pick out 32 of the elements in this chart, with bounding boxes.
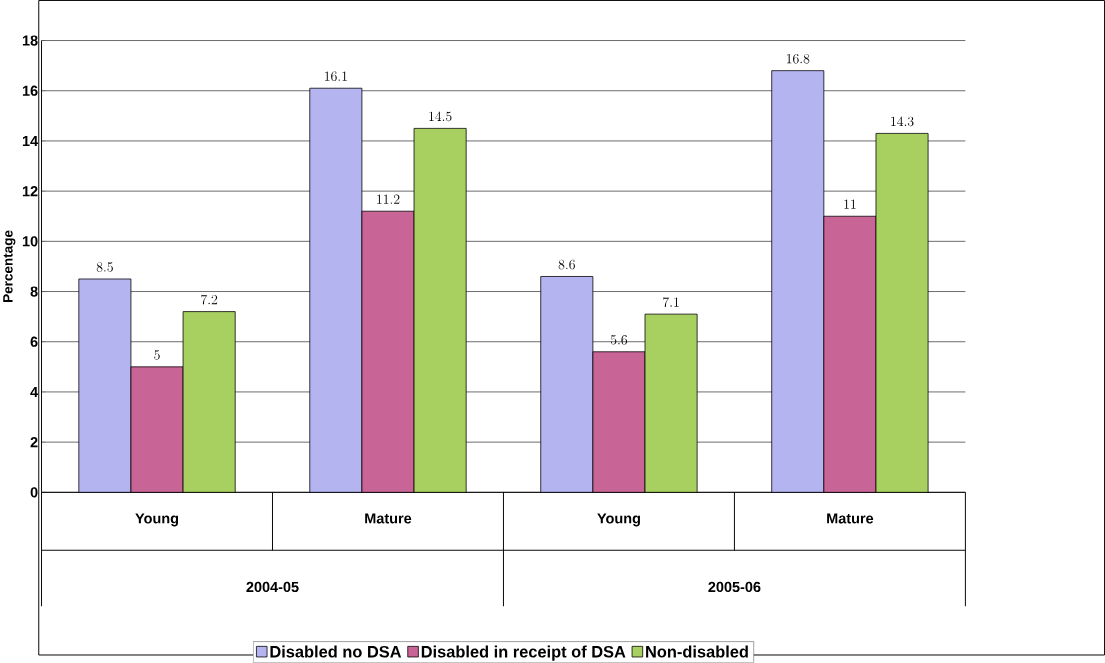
data-label: 7. 1 [663, 297, 679, 308]
data-label: 14.3 [891, 116, 914, 127]
data-label: 8.6 [558, 259, 575, 270]
y-tick-label: 12 [22, 186, 38, 197]
y-tick-label: 4 [30, 387, 39, 397]
data-label: 14.5 [429, 111, 452, 122]
data-label: 16.8 [786, 54, 810, 64]
y-axis-title: Percentage [3, 230, 16, 303]
y-tick-label: 18 [22, 35, 38, 46]
y-tick-label: 16 [22, 85, 38, 96]
y-tick-label: 14 [22, 136, 39, 146]
x-tick-label: Mature [827, 513, 874, 524]
data-label: 8.5 [96, 262, 113, 272]
data-label: 11 .2 [377, 194, 400, 204]
data-label: 16. 1 [325, 71, 347, 82]
x-tick-label: Young [135, 513, 179, 527]
x-tick-label: Young [597, 513, 640, 527]
data-label: 5.6 [610, 335, 628, 345]
legend-label: Non-disabled [646, 645, 748, 658]
data-label: 5 [154, 350, 160, 360]
y-tick-label: 8 [30, 286, 38, 297]
data-label: 7.2 [201, 294, 218, 305]
text: 2004-05 [246, 581, 299, 593]
legend-label: Disabled no DSA [270, 645, 402, 658]
text: 2005-06 [708, 581, 761, 593]
x-tick-label: Mature [365, 513, 412, 524]
legend-label: Disabled in receipt of DSA [421, 645, 626, 661]
data-label: 11 [844, 199, 856, 209]
y-tick-label: 0 [30, 487, 38, 498]
y-tick-label: 6 [30, 336, 38, 347]
y-tick-label: 2 [30, 437, 38, 448]
y-tick-label: 10 [22, 236, 38, 247]
